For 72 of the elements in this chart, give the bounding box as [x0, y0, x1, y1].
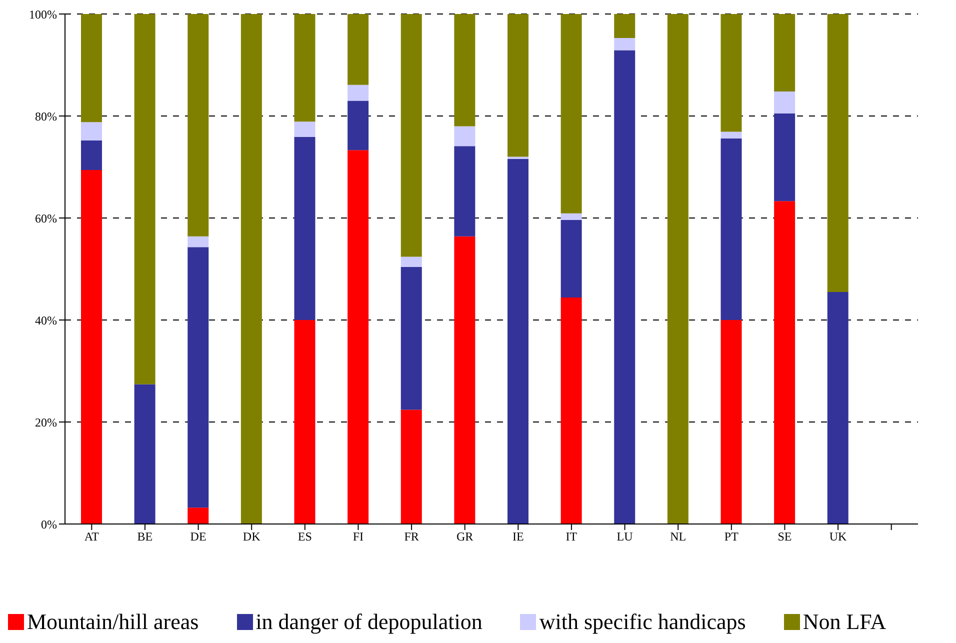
legend-label: Mountain/hill areas — [26, 609, 199, 635]
bar — [720, 14, 742, 132]
bar — [188, 508, 209, 524]
bar — [720, 320, 742, 524]
y-tick-label: 20% — [35, 415, 57, 430]
bar — [454, 126, 476, 146]
x-tick-label: IT — [566, 530, 578, 544]
bar — [188, 14, 209, 236]
bar — [774, 113, 796, 202]
bar — [560, 298, 582, 524]
bar — [454, 236, 476, 524]
bar — [720, 138, 742, 320]
bar — [827, 14, 848, 292]
bar — [80, 14, 102, 122]
bar — [400, 266, 422, 410]
x-tick-label: IE — [512, 530, 524, 544]
bar — [774, 92, 796, 114]
y-tick-label: 0% — [41, 517, 57, 532]
bar — [614, 50, 636, 524]
bar — [774, 201, 796, 524]
x-tick-label: FR — [404, 530, 419, 544]
bar — [134, 14, 156, 384]
bar — [614, 14, 636, 38]
x-tick-label: AT — [84, 530, 100, 544]
bar — [507, 158, 528, 524]
y-tick-label: 40% — [35, 313, 57, 328]
bar — [720, 132, 742, 138]
bar — [294, 14, 316, 122]
bar — [348, 100, 369, 150]
bar — [134, 384, 156, 524]
x-tick-label: FI — [352, 530, 364, 544]
bar — [348, 150, 369, 524]
bar — [348, 14, 369, 85]
bar — [294, 136, 316, 320]
bar — [80, 170, 102, 524]
legend-label: Non LFA — [802, 609, 886, 635]
bar — [560, 14, 582, 214]
bar — [400, 14, 422, 257]
x-tick-label: DE — [190, 530, 206, 544]
legend-label: with specific handicaps — [538, 609, 746, 635]
bar — [774, 14, 796, 92]
x-tick-label: GR — [456, 530, 474, 544]
bar — [454, 14, 476, 126]
y-tick-label: 100% — [29, 7, 57, 22]
bar — [348, 84, 369, 101]
bar — [507, 14, 528, 157]
bar — [560, 213, 582, 220]
x-tick-label: LU — [616, 530, 634, 544]
x-tick-label: DK — [242, 530, 261, 544]
bar — [400, 256, 422, 267]
bar — [294, 122, 316, 137]
bar — [80, 122, 102, 140]
x-tick-label: PT — [724, 530, 740, 544]
bar — [240, 14, 262, 524]
bar — [560, 220, 582, 298]
bar — [454, 146, 476, 236]
x-tick-label: NL — [670, 530, 686, 544]
y-tick-label: 60% — [35, 211, 57, 226]
y-tick-label: 80% — [35, 109, 57, 124]
bar — [188, 247, 209, 508]
bar — [400, 410, 422, 524]
legend-label: in danger of depopulation — [254, 609, 482, 635]
x-tick-label: ES — [298, 530, 312, 544]
x-tick-label: SE — [778, 530, 792, 544]
bar — [827, 292, 848, 524]
bar — [188, 236, 209, 248]
bar — [294, 320, 316, 524]
bar — [614, 38, 636, 50]
x-tick-label: BE — [137, 530, 153, 544]
bar — [80, 140, 102, 170]
bar — [667, 14, 688, 524]
x-tick-label: UK — [829, 530, 848, 544]
